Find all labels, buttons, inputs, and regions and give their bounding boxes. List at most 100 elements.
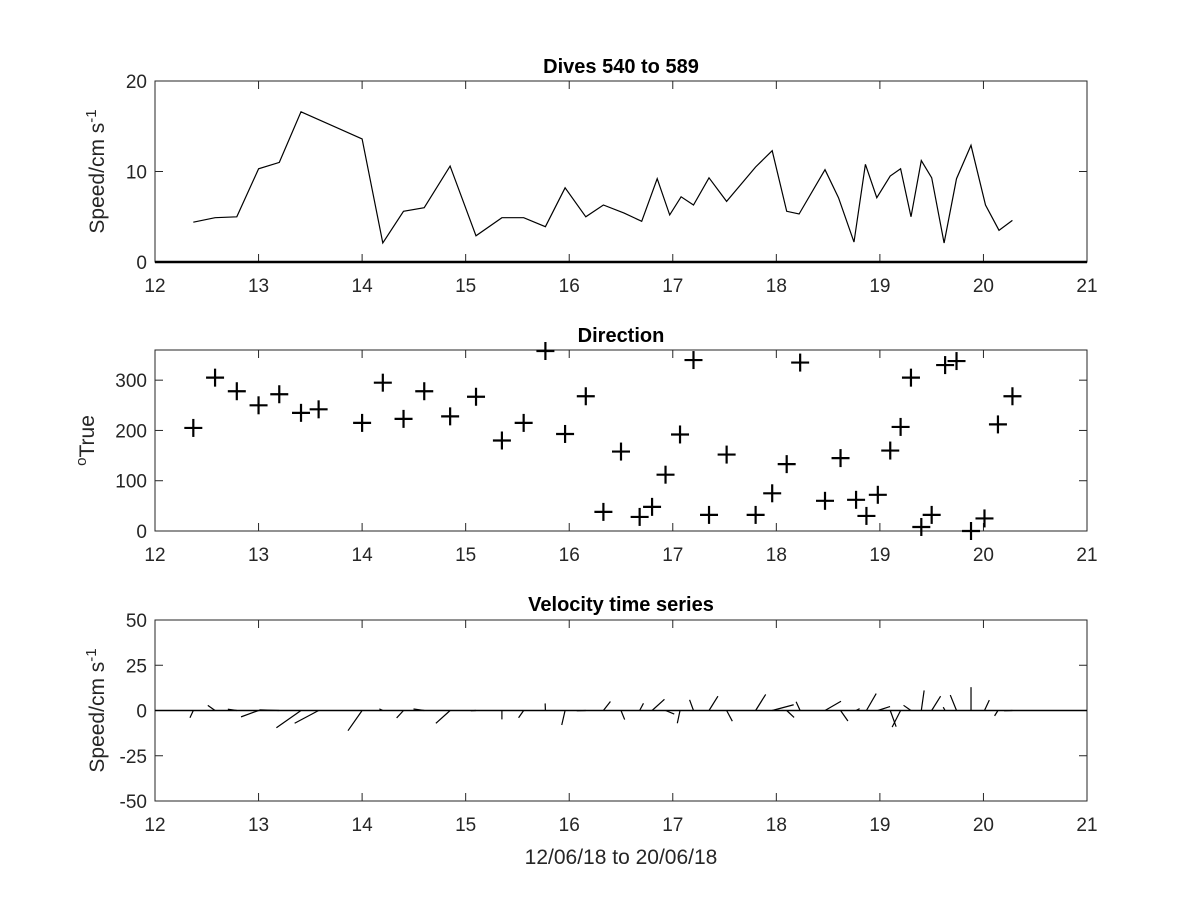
velocity-stick (561, 710, 566, 726)
direction-ylabel: oTrue (73, 415, 100, 466)
direction-point (975, 509, 994, 528)
direction-point (249, 396, 268, 415)
direction-point (612, 442, 630, 461)
direction-point (922, 505, 941, 524)
x-tick-label: 13 (248, 815, 269, 836)
velocity-title: Velocity time series (528, 594, 714, 616)
direction-point (576, 387, 595, 406)
x-tick-label: 15 (455, 815, 476, 836)
direction-point (763, 484, 782, 503)
x-tick-label: 17 (662, 545, 683, 566)
direction-ylabel-sup: o (73, 458, 90, 466)
direction-point (594, 502, 613, 521)
velocity-stick (676, 710, 681, 724)
velocity-stick (227, 708, 237, 712)
direction-ylabel-main: True (76, 415, 99, 457)
velocity-stick (665, 709, 675, 715)
x-tick-label: 20 (973, 545, 994, 566)
direction-point (656, 465, 675, 484)
x-tick-label: 16 (559, 545, 580, 566)
direction-point (492, 431, 511, 450)
direction-point (684, 351, 703, 370)
x-tick-label: 18 (766, 545, 787, 566)
direction-point (881, 441, 900, 460)
y-tick-label: 200 (115, 421, 147, 442)
speed-title: Dives 540 to 589 (543, 56, 699, 78)
x-tick-label: 12 (144, 815, 165, 836)
direction-point (791, 353, 810, 372)
y-tick-label: -50 (120, 792, 147, 813)
direction-point (415, 382, 434, 401)
y-tick-label: 300 (115, 371, 147, 392)
y-tick-label: 100 (115, 472, 147, 493)
direction-point (962, 522, 981, 540)
velocity-stick (942, 706, 946, 711)
direction-point (309, 400, 328, 419)
velocity-stick (276, 710, 302, 729)
direction-point (700, 505, 719, 524)
direction-point (912, 517, 931, 536)
velocity-stick (855, 708, 860, 712)
velocity-stick (708, 695, 719, 711)
speed-panel: Dives 540 to 589 Speed/cm s-1 12 13 14 15 16… (83, 56, 1098, 297)
x-tick-label: 19 (869, 545, 890, 566)
velocity-stick (772, 704, 794, 712)
direction-point (717, 445, 736, 464)
velocity-stick (347, 710, 363, 732)
speed-ylabel-main: Speed/cm s (86, 123, 109, 234)
velocity-stick (294, 709, 319, 724)
direction-point (373, 373, 392, 392)
direction-point (441, 407, 460, 426)
direction-panel: Direction oTrue 12 13 14 15 16 17 18 19 20 21 0 100… (73, 325, 1098, 566)
velocity-stick (994, 710, 999, 717)
x-tick-label: 12 (144, 276, 165, 297)
direction-point (1003, 387, 1022, 406)
velocity-stick (379, 708, 384, 712)
x-tick-label: 17 (662, 276, 683, 297)
velocity-stick (865, 693, 877, 711)
x-tick-label: 14 (352, 276, 374, 297)
velocity-stick (891, 710, 902, 728)
velocity-stick (689, 699, 695, 711)
x-tick-label: 21 (1076, 545, 1097, 566)
x-tick-label: 16 (559, 815, 580, 836)
velocity-stick (620, 710, 626, 720)
y-tick-label: 25 (126, 656, 147, 677)
velocity-stick (840, 710, 849, 722)
axes-frame (154, 349, 1088, 532)
y-tick-label: 20 (126, 72, 147, 93)
speed-ylabel-sup: -1 (83, 109, 100, 122)
velocity-stick (795, 701, 801, 711)
velocity-stick (189, 710, 194, 718)
direction-point (988, 415, 1007, 434)
velocity-panel: Velocity time series Speed/cm s-1 12/06/… (83, 594, 1098, 869)
velocity-stick (755, 694, 767, 711)
velocity-stick (786, 710, 795, 718)
speed-series-line (193, 111, 1013, 245)
velocity-stick (413, 708, 425, 712)
direction-point (777, 455, 796, 474)
velocity-stick (602, 701, 611, 711)
direction-point (227, 382, 246, 401)
velocity-stick (651, 698, 665, 711)
x-tick-label: 16 (559, 276, 580, 297)
direction-point (630, 507, 649, 526)
y-tick-label: 0 (136, 702, 147, 723)
velocity-stick (920, 690, 925, 711)
x-tick-label: 12 (144, 545, 165, 566)
velocity-stick (949, 694, 958, 711)
x-tick-label: 13 (248, 276, 269, 297)
x-tick-label: 13 (248, 545, 269, 566)
direction-point (816, 491, 835, 510)
direction-point (556, 424, 575, 443)
velocity-stick (824, 700, 842, 712)
velocity-ylabel-sup: -1 (83, 648, 100, 661)
direction-point (868, 485, 887, 504)
direction-point (671, 425, 690, 444)
x-tick-label: 15 (455, 545, 476, 566)
velocity-stick (877, 705, 891, 712)
direction-point (857, 506, 876, 525)
x-tick-label: 14 (352, 815, 374, 836)
x-tick-label: 20 (973, 276, 994, 297)
